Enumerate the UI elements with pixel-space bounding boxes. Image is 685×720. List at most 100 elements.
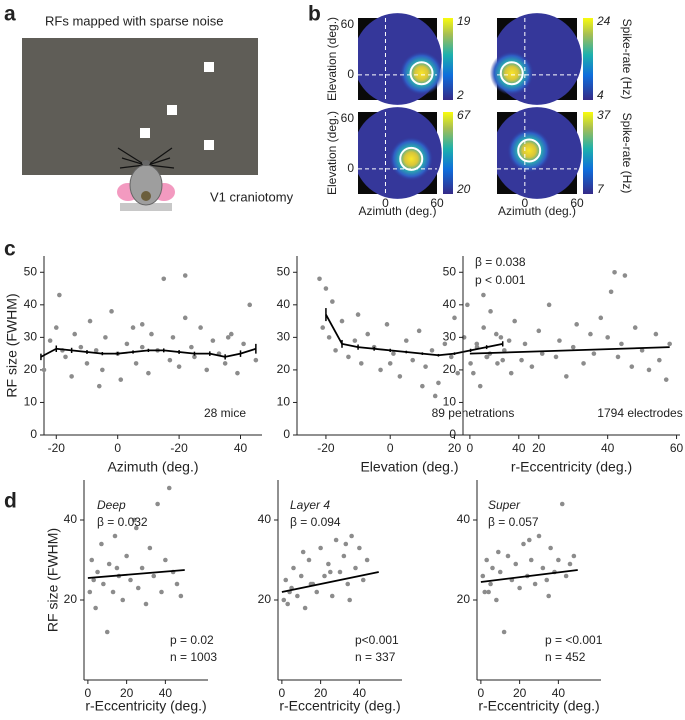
colorbar-label: Spike-rate (Hz) bbox=[620, 19, 634, 100]
x-tick-label: 20 bbox=[120, 686, 134, 700]
x-tick-label: -20 bbox=[317, 441, 335, 455]
annotation: n = 452 bbox=[545, 650, 586, 664]
data-point bbox=[486, 589, 491, 595]
x-tick-label: 40 bbox=[552, 686, 566, 700]
data-point bbox=[78, 344, 84, 350]
data-point bbox=[384, 322, 390, 327]
data-point bbox=[139, 322, 145, 327]
y-tick-label: 50 bbox=[277, 264, 291, 278]
y-tick-label: 30 bbox=[443, 330, 457, 344]
data-point bbox=[124, 341, 130, 347]
data-point bbox=[588, 331, 593, 337]
heatmap-clip-fix bbox=[487, 8, 497, 110]
y-tick-label: 20 bbox=[24, 362, 38, 376]
data-point bbox=[352, 338, 358, 343]
data-point bbox=[337, 569, 343, 575]
colorbar bbox=[443, 112, 453, 194]
data-point bbox=[103, 335, 108, 340]
data-point bbox=[521, 541, 526, 547]
data-point bbox=[104, 629, 110, 635]
data-point bbox=[544, 577, 550, 583]
annotation: β = 0.057 bbox=[488, 515, 539, 529]
x-tick-label: 0 bbox=[521, 196, 528, 210]
data-point bbox=[320, 325, 326, 330]
data-point bbox=[528, 557, 534, 563]
y-tick-label: 20 bbox=[64, 592, 78, 606]
data-point bbox=[484, 557, 489, 563]
data-point bbox=[114, 565, 120, 571]
data-point bbox=[480, 573, 486, 579]
data-point bbox=[455, 370, 461, 376]
panel-label: c bbox=[4, 238, 16, 261]
data-point bbox=[143, 601, 149, 607]
x-tick-label: -20 bbox=[170, 441, 188, 455]
data-point bbox=[629, 364, 635, 369]
data-point bbox=[298, 573, 304, 579]
y-tick-label: 20 bbox=[277, 362, 291, 376]
data-point bbox=[110, 589, 116, 595]
data-point bbox=[228, 331, 234, 337]
annotation: β = 0.094 bbox=[290, 515, 341, 529]
panel-label: b bbox=[308, 3, 321, 26]
data-point bbox=[500, 357, 506, 363]
data-point bbox=[198, 325, 203, 330]
data-point bbox=[501, 629, 507, 635]
data-point bbox=[109, 309, 114, 314]
data-point bbox=[532, 581, 538, 587]
data-point bbox=[135, 585, 141, 591]
data-point bbox=[333, 348, 338, 353]
data-point bbox=[72, 331, 78, 337]
y-tick-label: 60 bbox=[341, 17, 355, 31]
data-point bbox=[161, 276, 167, 282]
data-point bbox=[619, 341, 624, 347]
data-point bbox=[506, 338, 512, 343]
data-point bbox=[387, 361, 393, 366]
y-tick-label: 10 bbox=[277, 395, 291, 409]
y-tick-label: 20 bbox=[457, 592, 471, 606]
data-point bbox=[326, 561, 331, 567]
y-tick-label: 0 bbox=[449, 427, 456, 441]
data-point bbox=[341, 553, 347, 559]
colorbar-min: 4 bbox=[597, 88, 604, 102]
data-point bbox=[657, 357, 662, 363]
y-tick-label: 0 bbox=[283, 427, 290, 441]
data-point bbox=[96, 383, 102, 389]
data-point bbox=[57, 292, 62, 298]
y-tick-label: 40 bbox=[443, 297, 457, 311]
x-axis-label: r-Eccentricity (deg.) bbox=[478, 698, 599, 714]
rf-outline bbox=[499, 61, 524, 86]
data-point bbox=[608, 289, 614, 295]
data-point bbox=[493, 331, 499, 337]
x-axis-label: Azimuth (deg.) bbox=[498, 204, 576, 218]
data-point bbox=[306, 557, 312, 563]
data-point bbox=[553, 354, 559, 360]
data-point bbox=[571, 553, 577, 559]
colorbar-max: 37 bbox=[597, 108, 612, 122]
x-tick-label: 0 bbox=[387, 441, 394, 455]
data-point bbox=[481, 325, 486, 330]
data-point bbox=[166, 485, 172, 491]
data-point bbox=[87, 589, 93, 595]
y-axis-label: RF size (FWHM) bbox=[45, 528, 61, 632]
y-tick-label: 60 bbox=[341, 111, 355, 125]
annotation: p = <0.001 bbox=[545, 633, 603, 647]
annotation: n = 1003 bbox=[170, 650, 217, 664]
data-point bbox=[357, 545, 362, 551]
data-point bbox=[281, 597, 287, 603]
data-point bbox=[567, 561, 573, 567]
y-tick-label: 30 bbox=[277, 330, 291, 344]
heatmap-clip-fix bbox=[348, 8, 358, 110]
data-point bbox=[133, 361, 139, 366]
data-point bbox=[317, 276, 322, 282]
mean-line bbox=[325, 314, 503, 357]
data-point bbox=[91, 577, 96, 583]
data-point bbox=[130, 325, 136, 330]
data-point bbox=[468, 361, 473, 366]
data-point bbox=[536, 533, 542, 539]
data-point bbox=[546, 302, 552, 308]
data-point bbox=[322, 573, 327, 579]
annotation: β = 0.038 bbox=[475, 255, 526, 269]
data-point bbox=[343, 541, 349, 547]
data-point bbox=[474, 341, 480, 347]
data-point bbox=[167, 357, 173, 363]
